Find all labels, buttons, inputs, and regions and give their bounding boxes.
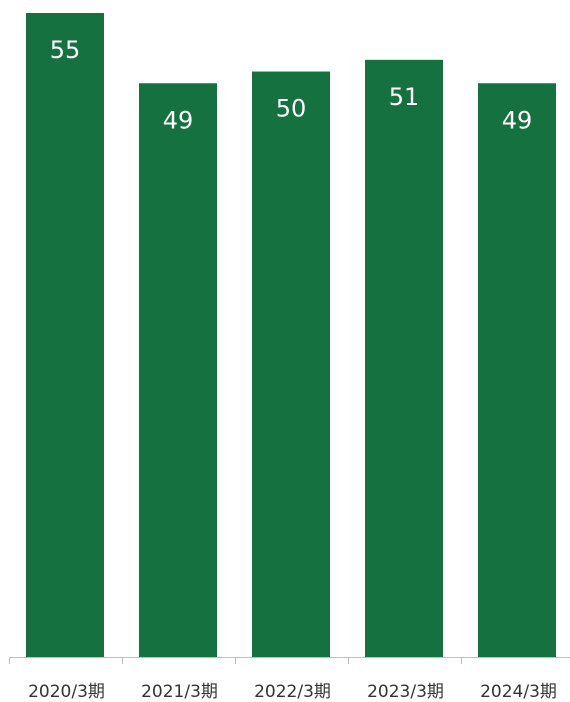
x-tick-label-2: 2022/3期: [254, 682, 331, 702]
data-label-4: 49: [502, 106, 533, 134]
bar-0: [26, 13, 104, 657]
data-labels-group: 55 49 50 51 49: [50, 36, 533, 134]
bar-4: [478, 83, 556, 658]
bar-2: [252, 71, 330, 657]
bar-3: [365, 59, 443, 657]
data-label-1: 49: [163, 106, 194, 134]
bars-group: [26, 13, 556, 658]
data-label-3: 51: [389, 83, 420, 111]
data-label-2: 50: [276, 95, 307, 123]
x-axis-ticks-group: [9, 657, 462, 664]
x-tick-label-3: 2023/3期: [367, 682, 444, 702]
x-tick-label-0: 2020/3期: [28, 682, 105, 702]
data-label-0: 55: [50, 36, 81, 64]
bar-1: [139, 83, 217, 658]
x-axis-labels-group: 2020/3期 2021/3期 2022/3期 2023/3期 2024/3期: [28, 682, 557, 702]
x-tick-label-1: 2021/3期: [141, 682, 218, 702]
x-tick-label-4: 2024/3期: [480, 682, 557, 702]
